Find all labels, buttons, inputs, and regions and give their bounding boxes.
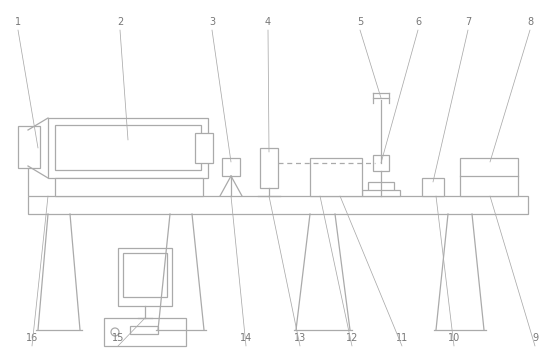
Bar xyxy=(118,248,172,306)
Bar xyxy=(422,178,444,196)
Text: 3: 3 xyxy=(209,17,215,27)
Bar xyxy=(28,196,528,214)
Bar xyxy=(310,158,362,196)
Bar xyxy=(195,133,213,163)
Bar xyxy=(18,126,40,168)
Text: 16: 16 xyxy=(26,333,38,343)
Bar xyxy=(368,182,394,192)
Text: 15: 15 xyxy=(112,333,124,343)
Text: 5: 5 xyxy=(357,17,363,27)
Text: 1: 1 xyxy=(15,17,21,27)
Bar xyxy=(55,178,203,196)
Text: 2: 2 xyxy=(117,17,123,27)
Bar xyxy=(55,125,201,170)
Text: 7: 7 xyxy=(465,17,471,27)
Text: 14: 14 xyxy=(240,333,252,343)
Text: 4: 4 xyxy=(265,17,271,27)
Bar xyxy=(373,155,389,171)
Bar xyxy=(460,158,518,196)
Text: 13: 13 xyxy=(294,333,306,343)
Text: 11: 11 xyxy=(396,333,408,343)
Text: 6: 6 xyxy=(415,17,421,27)
Bar xyxy=(104,318,186,346)
Text: 9: 9 xyxy=(532,333,538,343)
Bar xyxy=(362,190,400,196)
Text: 12: 12 xyxy=(346,333,358,343)
Text: 10: 10 xyxy=(448,333,460,343)
Bar xyxy=(130,326,158,334)
Text: 8: 8 xyxy=(527,17,533,27)
Bar xyxy=(123,253,167,297)
Bar xyxy=(48,118,208,178)
Bar xyxy=(260,148,278,188)
Bar xyxy=(222,158,240,176)
